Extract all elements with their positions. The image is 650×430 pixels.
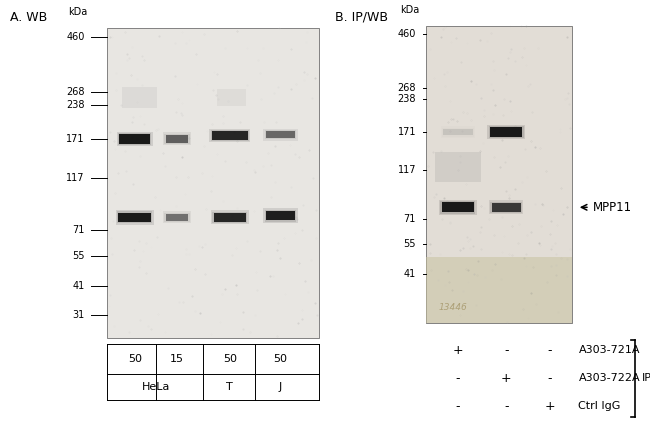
Text: J: J — [279, 382, 282, 392]
Text: IP: IP — [642, 373, 650, 384]
Bar — [436, 152, 481, 182]
Bar — [166, 135, 188, 143]
Text: B. IP/WB: B. IP/WB — [335, 11, 388, 24]
Bar — [491, 203, 521, 212]
Text: 71: 71 — [72, 225, 84, 235]
Text: 41: 41 — [72, 281, 84, 292]
Bar — [163, 132, 191, 145]
Text: 171: 171 — [398, 127, 416, 137]
Bar — [116, 210, 153, 224]
Bar — [441, 126, 475, 138]
Text: -: - — [548, 372, 552, 385]
Bar — [439, 200, 477, 215]
Text: kDa: kDa — [68, 7, 88, 17]
Text: 50: 50 — [223, 354, 237, 364]
Bar — [443, 129, 473, 135]
Text: 55: 55 — [404, 240, 416, 249]
Text: -: - — [504, 344, 508, 357]
Text: 268: 268 — [398, 83, 416, 92]
Text: -: - — [456, 372, 460, 385]
Bar — [212, 131, 248, 140]
Text: Ctrl IgG: Ctrl IgG — [578, 401, 621, 412]
Text: 71: 71 — [404, 214, 416, 224]
Text: T: T — [226, 382, 233, 392]
Bar — [489, 126, 524, 138]
Bar — [120, 134, 150, 144]
Bar — [216, 89, 246, 106]
Text: 117: 117 — [398, 165, 416, 175]
Text: +: + — [545, 400, 555, 413]
Text: A303-722A: A303-722A — [578, 373, 640, 384]
Bar — [164, 212, 190, 222]
Text: MPP11: MPP11 — [593, 201, 632, 214]
Text: A. WB: A. WB — [10, 11, 47, 24]
Bar — [209, 129, 250, 142]
Bar — [426, 257, 572, 322]
Bar — [164, 134, 190, 144]
Text: MPP11: MPP11 — [339, 211, 379, 224]
Bar — [118, 133, 151, 145]
Text: HeLa: HeLa — [142, 382, 170, 392]
Bar — [265, 209, 296, 221]
Text: 460: 460 — [398, 29, 416, 39]
Text: 55: 55 — [72, 251, 84, 261]
Bar — [107, 28, 318, 338]
Bar — [211, 210, 248, 224]
Text: kDa: kDa — [400, 5, 419, 15]
Bar — [212, 212, 247, 223]
Text: 117: 117 — [66, 173, 84, 183]
Bar — [166, 214, 188, 221]
Bar — [442, 128, 474, 137]
Bar — [441, 201, 476, 214]
Text: -: - — [548, 344, 552, 357]
Text: 13446: 13446 — [439, 303, 467, 312]
Text: -: - — [504, 400, 508, 413]
Text: 268: 268 — [66, 87, 84, 98]
Bar — [163, 211, 191, 223]
Bar — [211, 130, 249, 141]
Bar — [489, 200, 523, 214]
Text: A303-721A: A303-721A — [578, 345, 640, 356]
Text: 460: 460 — [66, 31, 84, 42]
Text: 50: 50 — [127, 354, 142, 364]
Bar — [117, 132, 153, 146]
Text: 15: 15 — [170, 354, 184, 364]
Bar — [122, 87, 157, 108]
Text: 238: 238 — [66, 100, 84, 110]
Text: 41: 41 — [404, 268, 416, 279]
Bar — [426, 26, 572, 322]
Bar — [118, 212, 151, 222]
Text: 50: 50 — [274, 354, 287, 364]
Text: +: + — [501, 372, 512, 385]
Bar — [490, 202, 522, 213]
Bar — [265, 130, 296, 139]
Bar — [263, 208, 298, 223]
Text: 238: 238 — [398, 94, 416, 104]
Bar — [263, 129, 298, 141]
Bar — [266, 211, 295, 220]
Text: +: + — [452, 344, 463, 357]
Text: 31: 31 — [72, 310, 84, 320]
Bar — [442, 202, 474, 212]
Bar — [266, 131, 295, 138]
Bar — [213, 213, 246, 221]
Bar — [488, 125, 525, 139]
Bar — [490, 127, 523, 137]
Text: -: - — [456, 400, 460, 413]
Bar — [117, 211, 152, 223]
Text: 171: 171 — [66, 134, 84, 144]
